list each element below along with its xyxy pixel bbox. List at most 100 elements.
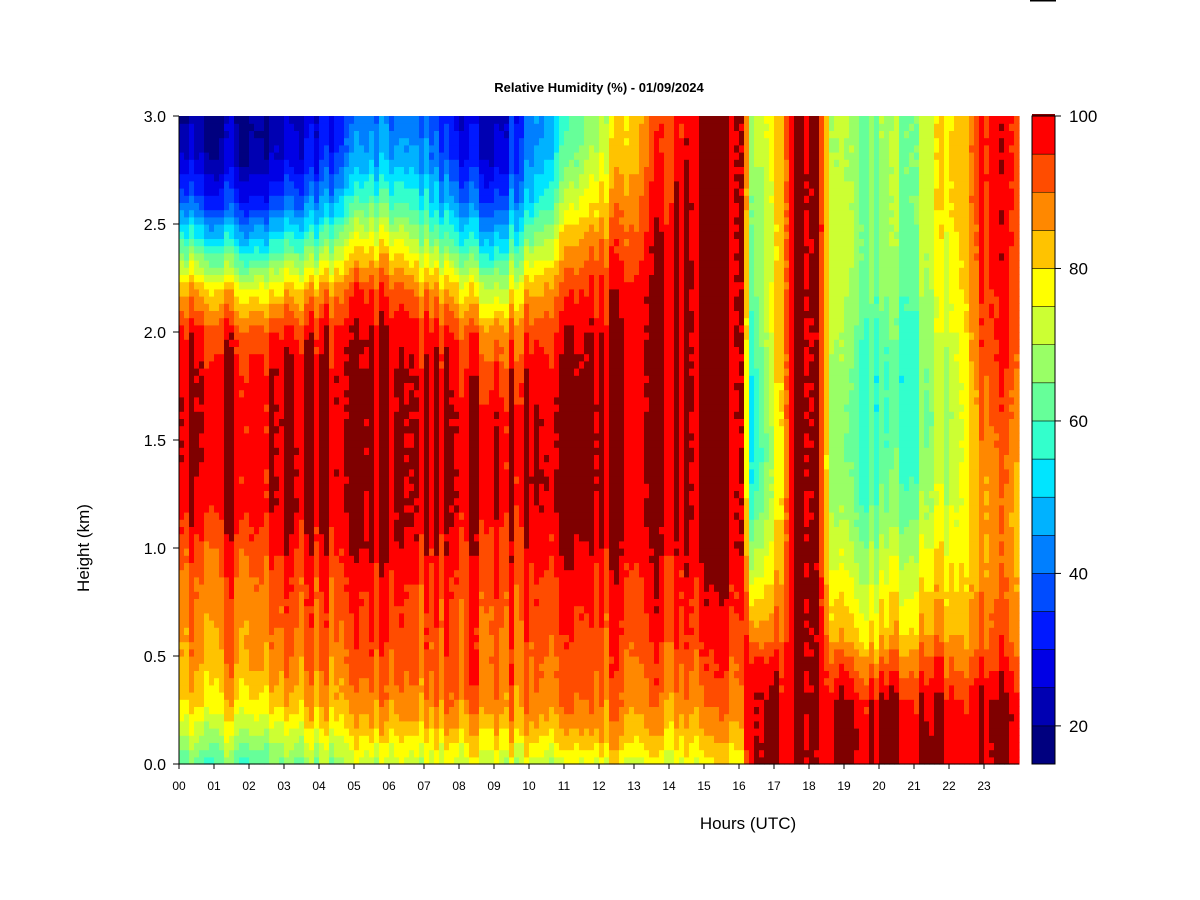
heatmap-cell xyxy=(409,512,415,520)
heatmap-cell xyxy=(369,267,375,275)
heatmap-cell xyxy=(439,656,445,664)
heatmap-cell xyxy=(289,166,295,175)
heatmap-cell xyxy=(199,720,205,729)
heatmap-cell xyxy=(384,159,390,167)
heatmap-cell xyxy=(184,353,190,362)
heatmap-cell xyxy=(254,418,260,427)
heatmap-cell xyxy=(344,180,350,189)
heatmap-cell xyxy=(359,195,365,203)
heatmap-cell xyxy=(334,526,340,535)
heatmap-cell xyxy=(229,713,235,722)
heatmap-cell xyxy=(189,130,195,139)
heatmap-cell xyxy=(369,677,375,686)
heatmap-cell xyxy=(259,130,265,139)
heatmap-cell xyxy=(364,756,370,765)
heatmap-cell xyxy=(354,677,360,686)
heatmap-cell xyxy=(219,396,225,405)
heatmap-cell xyxy=(364,375,370,383)
heatmap-cell xyxy=(274,396,280,405)
heatmap-cell xyxy=(444,396,450,405)
heatmap-cell xyxy=(404,720,410,729)
heatmap-cell xyxy=(254,540,260,549)
heatmap-cell xyxy=(409,137,415,146)
heatmap-cell xyxy=(434,533,440,542)
heatmap-cell xyxy=(249,620,255,628)
heatmap-cell xyxy=(179,130,185,139)
heatmap-cell xyxy=(404,699,410,707)
heatmap-cell xyxy=(389,461,395,470)
heatmap-cell xyxy=(294,130,300,139)
heatmap-cell xyxy=(289,756,295,765)
heatmap-cell xyxy=(374,713,380,722)
heatmap-cell xyxy=(329,274,335,283)
heatmap-cell xyxy=(209,699,215,707)
heatmap-cell xyxy=(409,756,415,765)
heatmap-cell xyxy=(349,648,355,657)
heatmap-cell xyxy=(449,548,455,556)
heatmap-cell xyxy=(289,735,295,743)
heatmap-cell xyxy=(209,526,215,535)
heatmap-cell xyxy=(324,483,330,491)
heatmap-cell xyxy=(259,288,265,297)
heatmap-cell xyxy=(374,353,380,362)
heatmap-cell xyxy=(424,663,430,671)
heatmap-cell xyxy=(209,152,215,160)
heatmap-cell xyxy=(229,598,235,607)
heatmap-cell xyxy=(374,231,380,239)
heatmap-cell xyxy=(364,677,370,686)
heatmap-cell xyxy=(344,728,350,736)
heatmap-cell xyxy=(409,663,415,671)
heatmap-cell xyxy=(394,692,400,700)
heatmap-cell xyxy=(224,562,230,571)
heatmap-cell xyxy=(389,598,395,607)
heatmap-cell xyxy=(274,267,280,275)
heatmap-cell xyxy=(239,555,245,563)
heatmap-cell xyxy=(424,576,430,585)
heatmap-cell xyxy=(244,533,250,542)
heatmap-cell xyxy=(389,281,395,290)
heatmap-cell xyxy=(284,332,290,340)
heatmap-cell xyxy=(354,605,360,614)
heatmap-cell xyxy=(334,339,340,347)
heatmap-cell xyxy=(199,274,205,283)
heatmap-cell xyxy=(249,699,255,707)
heatmap-cell xyxy=(254,209,260,218)
heatmap-cell xyxy=(374,375,380,383)
heatmap-cell xyxy=(354,389,360,398)
heatmap-cell xyxy=(429,677,435,686)
heatmap-cell xyxy=(429,605,435,614)
heatmap-cell xyxy=(314,728,320,736)
heatmap-cell xyxy=(369,166,375,175)
heatmap-cell xyxy=(349,720,355,729)
heatmap-cell xyxy=(204,260,210,268)
heatmap-cell xyxy=(204,332,210,340)
heatmap-cell xyxy=(214,288,220,297)
heatmap-cell xyxy=(334,749,340,758)
heatmap-cell xyxy=(414,389,420,398)
heatmap-cell xyxy=(179,173,185,182)
heatmap-cell xyxy=(409,396,415,405)
heatmap-cell xyxy=(334,497,340,506)
heatmap-cell xyxy=(349,670,355,679)
heatmap-cell xyxy=(439,418,445,427)
heatmap-cell xyxy=(299,540,305,549)
heatmap-cell xyxy=(204,461,210,470)
heatmap-cell xyxy=(279,555,285,563)
heatmap-cell xyxy=(209,677,215,686)
heatmap-cell xyxy=(324,144,330,153)
heatmap-cell xyxy=(204,418,210,427)
heatmap-cell xyxy=(324,576,330,585)
heatmap-cell xyxy=(424,735,430,743)
heatmap-cell xyxy=(204,490,210,499)
heatmap-cell xyxy=(384,656,390,664)
heatmap-cell xyxy=(404,216,410,225)
heatmap-cell xyxy=(379,713,385,722)
heatmap-cell xyxy=(299,684,305,693)
heatmap-cell xyxy=(434,468,440,477)
heatmap-cell xyxy=(189,454,195,463)
heatmap-cell xyxy=(219,116,225,124)
heatmap-cell xyxy=(279,144,285,153)
heatmap-cell xyxy=(189,180,195,189)
heatmap-cell xyxy=(249,123,255,131)
heatmap-cell xyxy=(389,591,395,599)
